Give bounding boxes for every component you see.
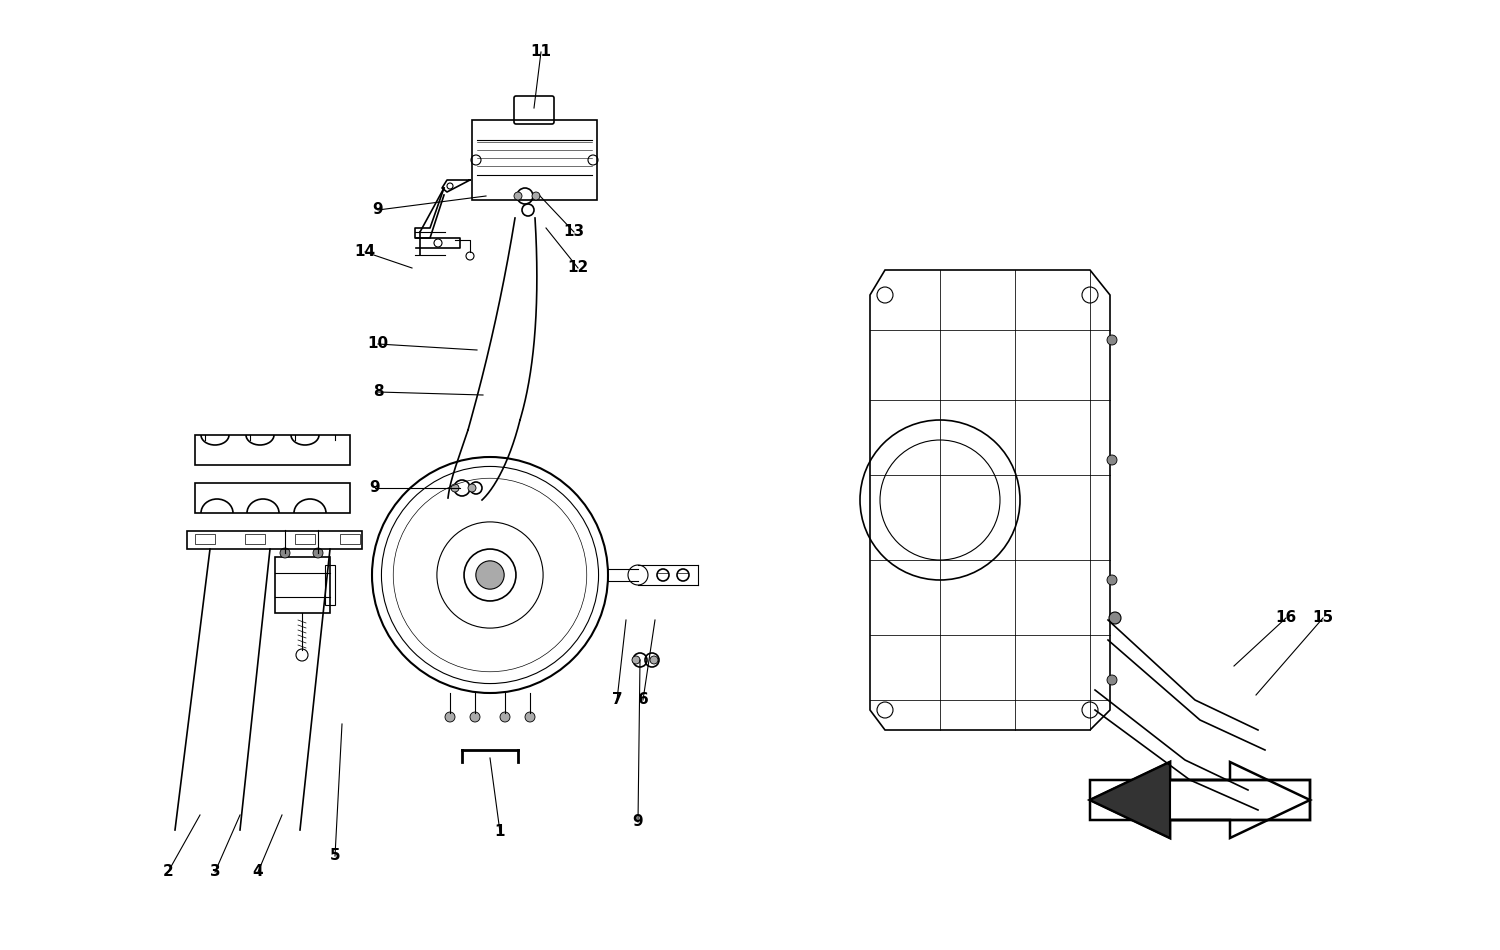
Circle shape [452,484,459,492]
Text: 7: 7 [612,693,622,708]
Text: 4: 4 [252,864,264,880]
Text: 3: 3 [210,864,220,880]
Text: 13: 13 [564,224,585,239]
Circle shape [468,484,476,492]
Text: 9: 9 [372,202,384,218]
Text: 14: 14 [354,244,375,259]
Text: 15: 15 [1312,611,1334,625]
Circle shape [1107,455,1118,465]
Text: 2: 2 [162,864,174,880]
Circle shape [514,192,522,200]
Text: 12: 12 [567,260,588,276]
Circle shape [280,548,290,558]
Circle shape [476,560,504,589]
Circle shape [1107,575,1118,585]
Circle shape [470,712,480,722]
Circle shape [532,192,540,200]
Circle shape [650,656,658,664]
Text: 9: 9 [369,481,381,496]
Text: 11: 11 [531,45,552,60]
Text: 9: 9 [633,814,644,829]
Text: 16: 16 [1275,611,1296,625]
Text: 1: 1 [495,825,506,840]
Text: 5: 5 [330,848,340,864]
Circle shape [500,712,510,722]
Polygon shape [1090,762,1170,838]
Circle shape [1107,675,1118,685]
Circle shape [314,548,322,558]
Circle shape [1107,335,1118,345]
Text: 8: 8 [372,385,384,400]
Circle shape [525,712,536,722]
Circle shape [632,656,640,664]
Text: 10: 10 [368,336,388,351]
Text: 6: 6 [638,693,648,708]
Circle shape [446,712,454,722]
Circle shape [1108,612,1120,624]
